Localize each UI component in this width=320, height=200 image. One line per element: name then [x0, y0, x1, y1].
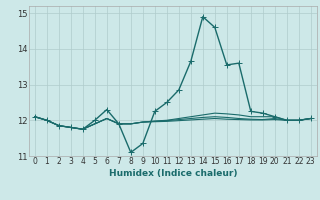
X-axis label: Humidex (Indice chaleur): Humidex (Indice chaleur): [108, 169, 237, 178]
